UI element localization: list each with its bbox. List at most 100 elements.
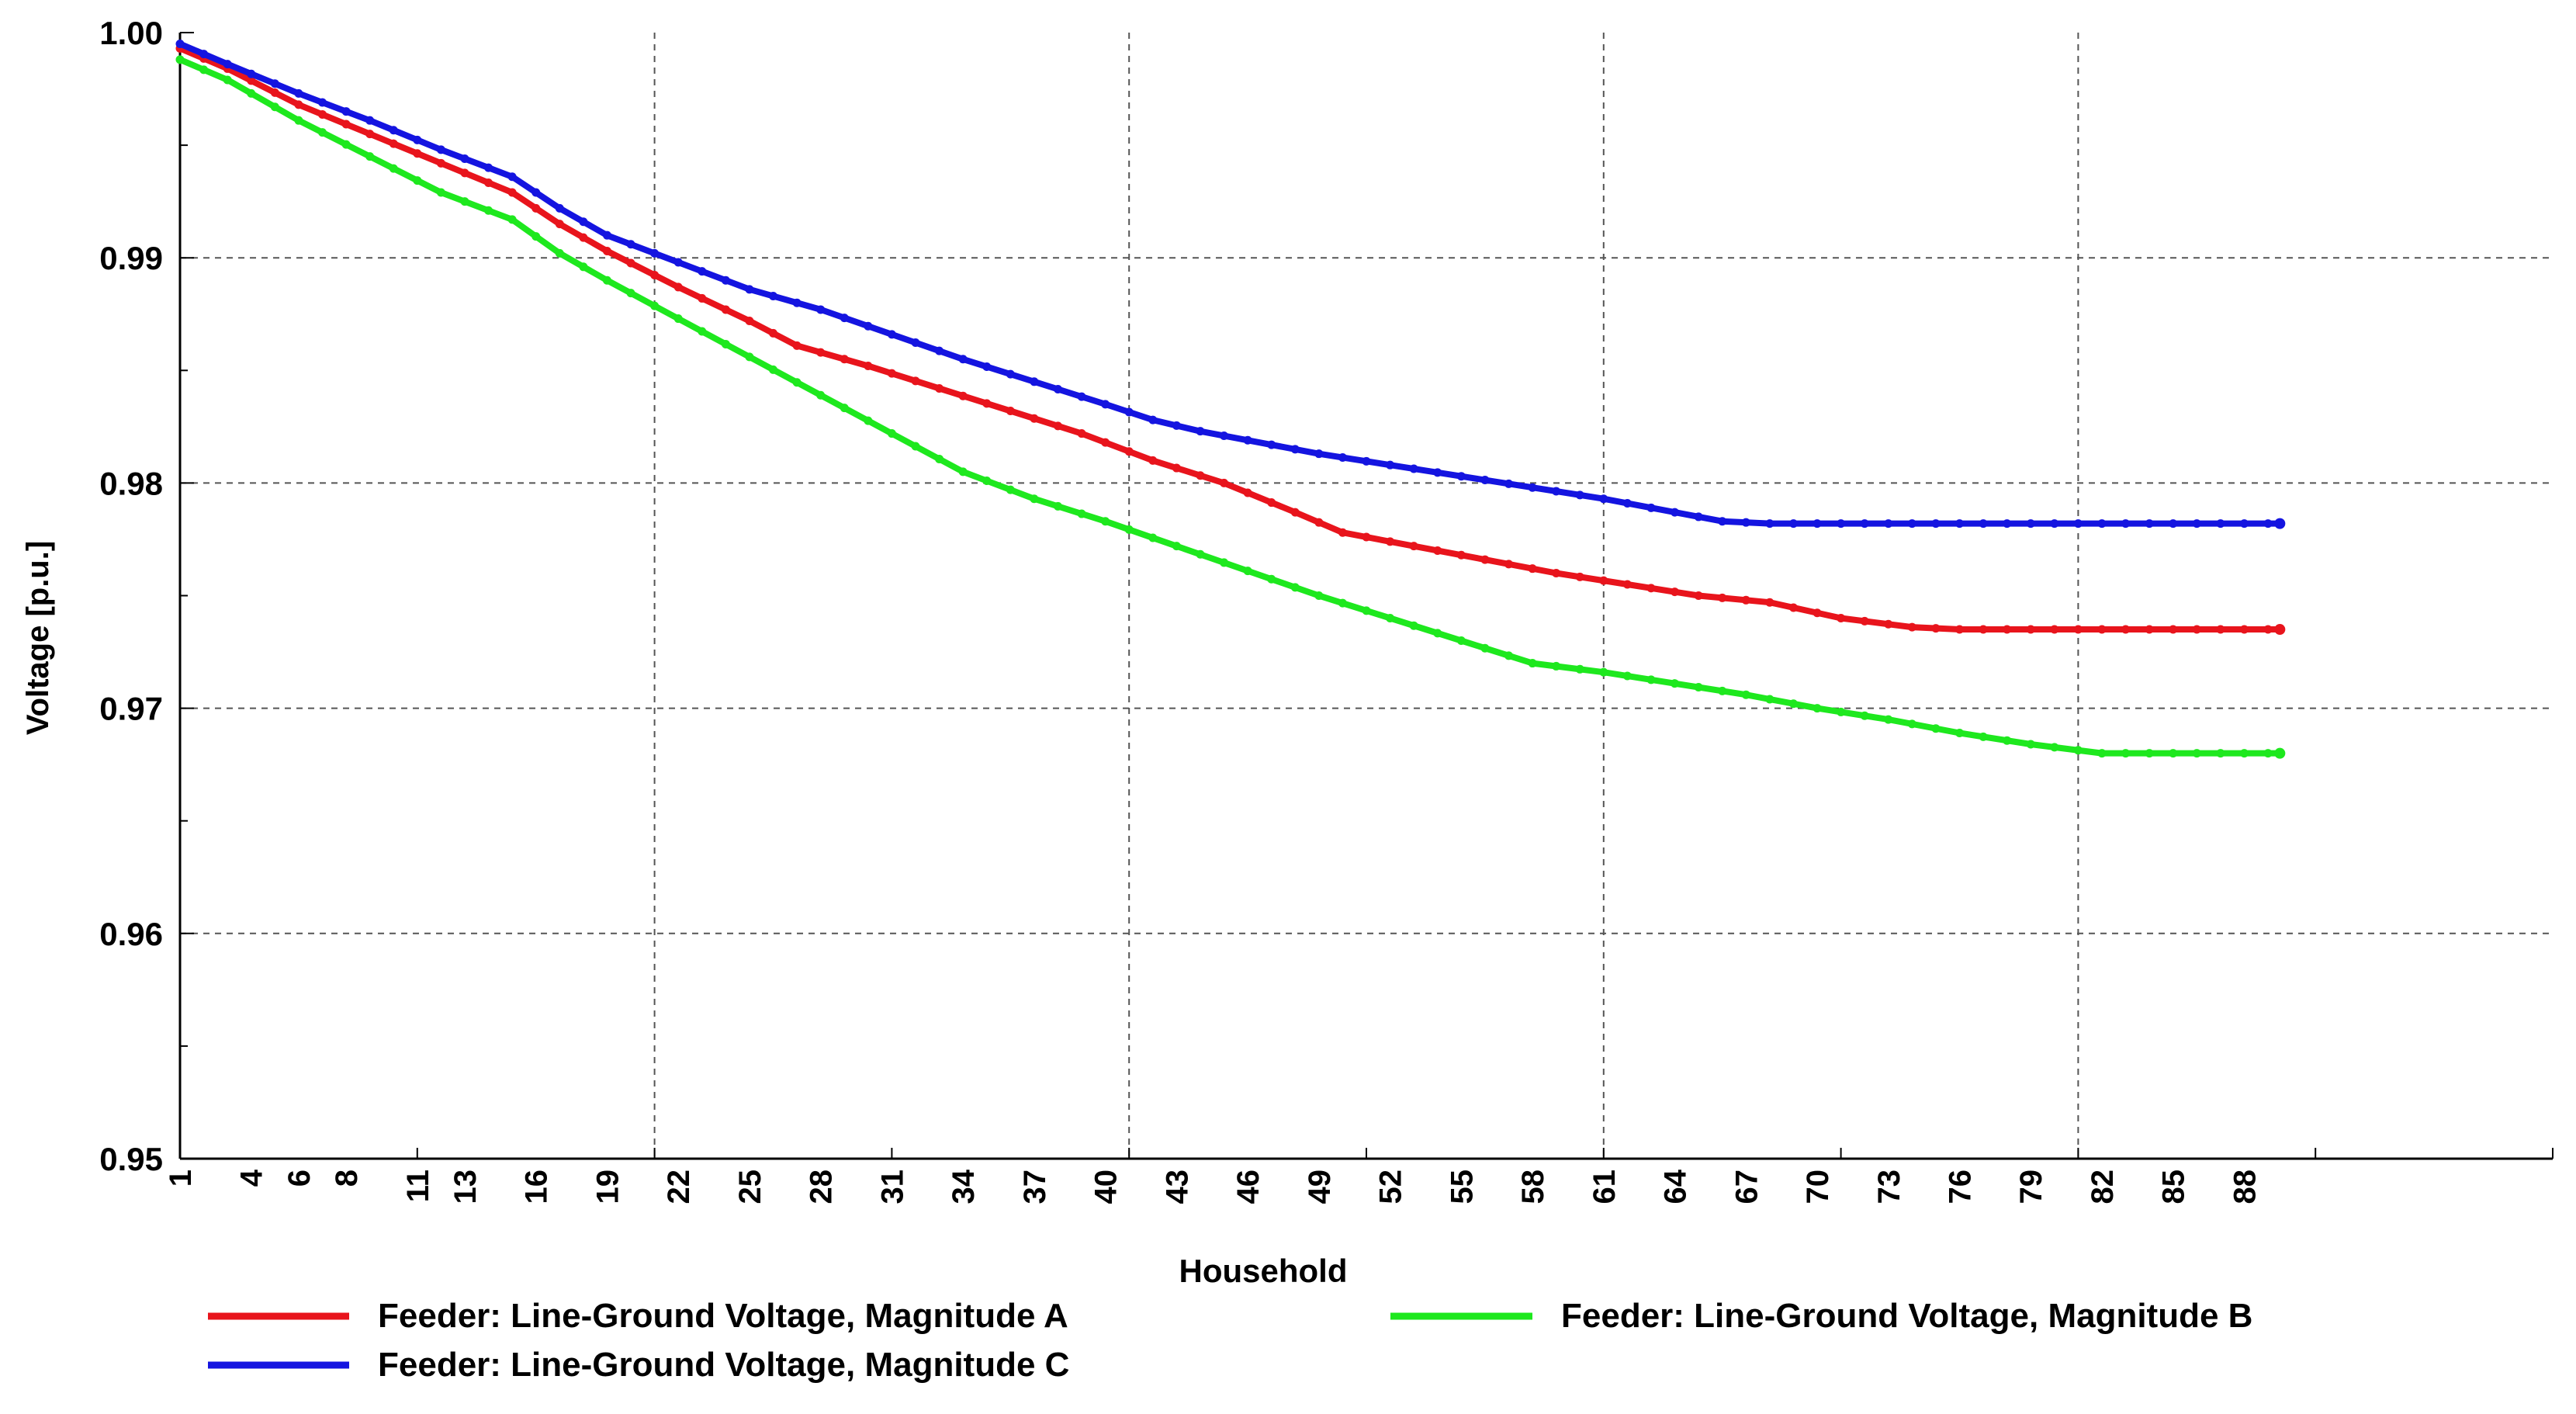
series-point	[1053, 501, 1062, 511]
series-point	[1267, 574, 1276, 584]
series-point	[1837, 519, 1846, 529]
series-point	[1765, 598, 1774, 607]
x-tick-label: 13	[448, 1170, 483, 1204]
series-point	[887, 330, 896, 339]
series-point	[769, 328, 777, 338]
legend-item: Feeder: Line-Ground Voltage, Magnitude B	[1390, 1297, 2252, 1335]
series-point	[365, 152, 375, 161]
series-point	[1979, 625, 1988, 634]
series-point	[1077, 392, 1086, 401]
series-point	[1552, 661, 1561, 671]
series-point	[1860, 711, 1869, 720]
series-point	[1053, 421, 1062, 431]
series-point	[1290, 583, 1300, 592]
series-point	[1480, 555, 1490, 564]
axes	[178, 32, 2553, 1160]
series-point	[2216, 625, 2225, 634]
series-point	[887, 429, 896, 438]
x-tick-label: 6	[282, 1170, 317, 1187]
x-tick-label: 73	[1872, 1170, 1906, 1204]
series-point	[626, 289, 635, 298]
series-a	[175, 43, 2286, 636]
series-point	[1552, 487, 1561, 496]
x-tick-label: 25	[733, 1170, 767, 1204]
series-point	[1077, 429, 1086, 438]
series-point	[1528, 659, 1537, 668]
series-point	[1788, 519, 1798, 529]
series-point	[2003, 736, 2012, 745]
series-point	[531, 232, 541, 241]
series-point	[982, 476, 992, 485]
series-point	[1741, 595, 1750, 605]
series-point	[1196, 549, 1205, 559]
series-point	[2073, 746, 2083, 755]
series-point	[1243, 488, 1252, 497]
series-point	[2145, 519, 2154, 529]
x-tick-label: 55	[1445, 1170, 1479, 1204]
series-point	[1504, 560, 1513, 569]
series-point	[1955, 625, 1964, 634]
x-tick-label: 40	[1089, 1170, 1124, 1204]
legend-label: Feeder: Line-Ground Voltage, Magnitude A	[378, 1297, 1068, 1335]
series-point	[1433, 546, 1442, 555]
legend: Feeder: Line-Ground Voltage, Magnitude A…	[208, 1297, 2252, 1384]
series-point	[1338, 598, 1347, 608]
series-point	[436, 145, 445, 154]
series-point	[247, 69, 256, 78]
y-tick-label: 0.99	[99, 240, 163, 276]
series-point	[1101, 438, 1110, 447]
series-point	[935, 384, 944, 393]
series-point	[2145, 625, 2154, 634]
legend-item: Feeder: Line-Ground Voltage, Magnitude C	[208, 1346, 1069, 1384]
series-point	[626, 258, 635, 268]
series-c	[175, 40, 2286, 529]
series-point	[1955, 519, 1964, 529]
series-point	[2216, 749, 2225, 758]
series-point	[579, 262, 588, 272]
series-point	[2239, 519, 2249, 529]
series-point	[317, 128, 327, 137]
x-tick-label: 8	[330, 1170, 364, 1187]
series-point	[389, 126, 398, 135]
series-point	[1030, 494, 1039, 504]
series-point	[2192, 625, 2201, 634]
x-tick-label: 85	[2157, 1170, 2191, 1204]
series-point	[1480, 476, 1490, 485]
x-tick-label: 34	[947, 1169, 981, 1204]
series-point	[175, 55, 185, 64]
series-point	[1528, 564, 1537, 574]
series-point	[531, 188, 541, 197]
series-point	[721, 276, 730, 285]
series-point	[1552, 568, 1561, 577]
series-point	[1338, 528, 1347, 537]
x-tick-label: 43	[1160, 1170, 1194, 1204]
series-point	[1196, 471, 1205, 480]
x-tick-label: 88	[2228, 1170, 2262, 1204]
series-point	[341, 120, 351, 129]
series-point	[1837, 614, 1846, 623]
series-point	[1338, 453, 1347, 463]
series-point	[2026, 740, 2035, 749]
series-point	[1979, 732, 1988, 741]
x-tick-label: 64	[1659, 1169, 1693, 1204]
series-point	[1409, 621, 1418, 630]
x-tick-label: 61	[1587, 1170, 1622, 1204]
series-point	[1077, 509, 1086, 518]
x-tick-label: 22	[662, 1170, 696, 1204]
series-point	[1718, 517, 1727, 526]
series-point	[2050, 743, 2059, 752]
series-point	[294, 100, 303, 109]
series-point	[1220, 558, 1229, 567]
series-point	[650, 301, 660, 310]
series-point	[721, 305, 730, 314]
series-point	[1504, 651, 1513, 660]
series-point	[1788, 699, 1798, 709]
series-point	[2274, 624, 2286, 636]
series-point	[555, 248, 564, 258]
series-point	[1646, 584, 1656, 593]
series-point	[1860, 616, 1869, 626]
series-point	[958, 467, 968, 477]
series-point	[1456, 636, 1466, 646]
series-point	[1290, 445, 1300, 454]
x-tick-label: 58	[1516, 1170, 1550, 1204]
